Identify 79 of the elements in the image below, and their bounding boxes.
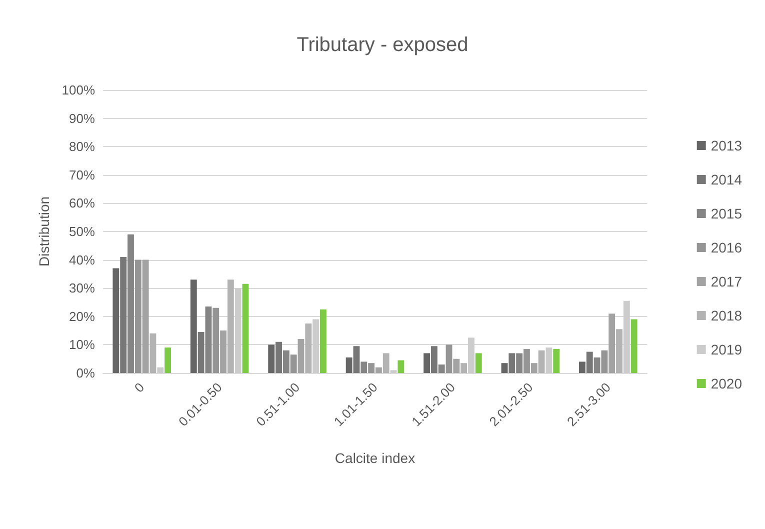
- bar: [150, 333, 156, 373]
- y-tick-label: 40%: [68, 252, 96, 268]
- bar: [453, 358, 460, 373]
- bar: [430, 346, 438, 373]
- bar: [128, 234, 134, 373]
- bar: [446, 344, 452, 373]
- bar: [438, 364, 445, 373]
- bar: [120, 256, 127, 373]
- y-tick-label: 60%: [68, 196, 96, 211]
- legend-label: 2017: [710, 274, 742, 290]
- bar: [353, 346, 360, 373]
- bar: [312, 319, 320, 373]
- bar: [368, 363, 375, 373]
- bar: [142, 260, 149, 373]
- bar: [290, 354, 297, 373]
- bar: [227, 280, 234, 373]
- bar: [616, 329, 622, 373]
- bar: [382, 353, 390, 373]
- bar: [460, 363, 468, 373]
- bar: [305, 323, 312, 373]
- chart-title: Tributary - exposed: [296, 34, 468, 56]
- bar: [268, 344, 275, 373]
- bar: [242, 284, 249, 373]
- bar: [546, 348, 552, 373]
- bar: [234, 288, 242, 373]
- y-tick-label: 20%: [68, 308, 96, 324]
- bar: [524, 348, 530, 373]
- x-tick-label: 0: [131, 380, 148, 396]
- bar: [134, 260, 142, 373]
- bar: [346, 357, 352, 373]
- legend-label: 2016: [710, 240, 742, 256]
- bar: [360, 362, 368, 373]
- bar: [205, 306, 212, 373]
- y-tick-label: 100%: [62, 82, 96, 98]
- bar: [282, 350, 290, 373]
- bar: [601, 350, 608, 373]
- legend-label: 2014: [710, 172, 742, 188]
- bar: [579, 362, 586, 373]
- x-axis-title: Calcite index: [334, 450, 416, 466]
- legend-label: 2020: [710, 376, 742, 392]
- bar: [157, 367, 164, 373]
- bar: [320, 309, 326, 373]
- bar: [538, 350, 545, 373]
- bar: [468, 338, 474, 373]
- bar: [390, 370, 397, 373]
- bar: [594, 357, 600, 373]
- bar: [424, 353, 430, 373]
- y-tick-label: 80%: [68, 139, 96, 154]
- bar: [276, 342, 282, 373]
- bar: [298, 339, 304, 373]
- legend-label: 2019: [710, 342, 742, 358]
- bar: [608, 314, 616, 373]
- bar: [501, 363, 508, 373]
- y-tick-label: 30%: [68, 280, 96, 296]
- bar: [630, 319, 638, 373]
- bar: [112, 268, 120, 373]
- bar: [516, 353, 523, 373]
- bar: [623, 300, 630, 373]
- y-tick-label: 0%: [76, 366, 96, 380]
- legend-label: 2018: [710, 308, 742, 324]
- bar: [212, 308, 220, 373]
- bar: [375, 367, 382, 373]
- bar: [508, 353, 516, 373]
- bar: [586, 352, 593, 373]
- y-tick-label: 90%: [68, 110, 96, 126]
- y-tick-label: 50%: [68, 224, 96, 239]
- y-axis-title: Distribution: [36, 196, 52, 267]
- bar: [475, 353, 482, 373]
- bar: [553, 348, 560, 373]
- bar: [164, 348, 171, 373]
- bar: [198, 332, 204, 373]
- bar: [190, 280, 197, 373]
- bar: [398, 360, 404, 373]
- legend-label: 2013: [710, 138, 742, 154]
- bar: [220, 330, 226, 373]
- y-tick-label: 70%: [68, 167, 96, 182]
- bar: [530, 363, 538, 373]
- y-tick-label: 10%: [68, 337, 96, 352]
- legend-label: 2015: [710, 206, 742, 222]
